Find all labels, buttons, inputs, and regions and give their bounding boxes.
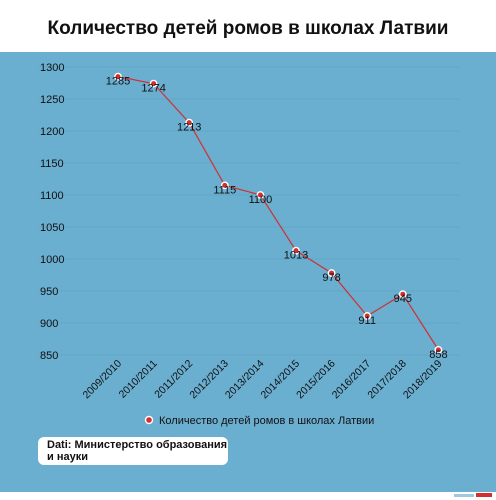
x-tick-label: 2009/2010 bbox=[81, 358, 125, 402]
data-point bbox=[327, 269, 336, 277]
legend-label: Количество детей ромов в школах Латвии bbox=[159, 415, 374, 427]
data-label: 911 bbox=[358, 315, 376, 327]
data-label: 945 bbox=[394, 293, 412, 305]
y-tick-label: 1250 bbox=[40, 94, 64, 106]
y-tick-label: 900 bbox=[40, 318, 58, 330]
data-label: 1100 bbox=[249, 194, 273, 206]
data-point bbox=[256, 191, 265, 199]
y-tick-label: 1300 bbox=[40, 62, 64, 74]
y-tick-label: 1100 bbox=[40, 190, 64, 202]
logo-red-bar bbox=[476, 493, 492, 497]
y-tick-label: 1200 bbox=[40, 126, 64, 138]
publisher-logo bbox=[454, 493, 492, 497]
source-box: Dati: Министерство образования и науки bbox=[38, 437, 228, 465]
data-point bbox=[292, 246, 300, 255]
legend-marker bbox=[144, 415, 154, 425]
data-point bbox=[149, 79, 158, 88]
data-label: 978 bbox=[322, 272, 340, 284]
data-point bbox=[220, 181, 229, 190]
data-label: 1274 bbox=[141, 83, 165, 95]
data-point bbox=[114, 72, 122, 81]
data-point bbox=[398, 290, 407, 299]
data-label: 858 bbox=[429, 349, 447, 361]
chart-panel bbox=[0, 52, 496, 492]
data-label: 1285 bbox=[106, 76, 130, 88]
y-tick-label: 850 bbox=[40, 350, 58, 362]
data-point bbox=[363, 312, 372, 320]
data-label: 1013 bbox=[284, 250, 308, 262]
data-label: 1213 bbox=[177, 122, 201, 134]
page-title: Количество детей ромов в школах Латвии bbox=[47, 18, 449, 39]
source-text: Dati: Министерство образования и науки bbox=[47, 439, 228, 463]
data-point bbox=[434, 345, 443, 354]
x-tick-label: 2018/2019 bbox=[401, 358, 445, 402]
data-label: 1115 bbox=[213, 184, 236, 196]
y-tick-label: 950 bbox=[40, 286, 58, 298]
y-tick-label: 1050 bbox=[40, 222, 64, 234]
series-line bbox=[117, 76, 439, 351]
y-tick-label: 1000 bbox=[40, 254, 64, 266]
logo-grey-bar bbox=[454, 493, 474, 497]
data-point bbox=[185, 118, 194, 127]
y-tick-label: 1150 bbox=[40, 158, 64, 170]
